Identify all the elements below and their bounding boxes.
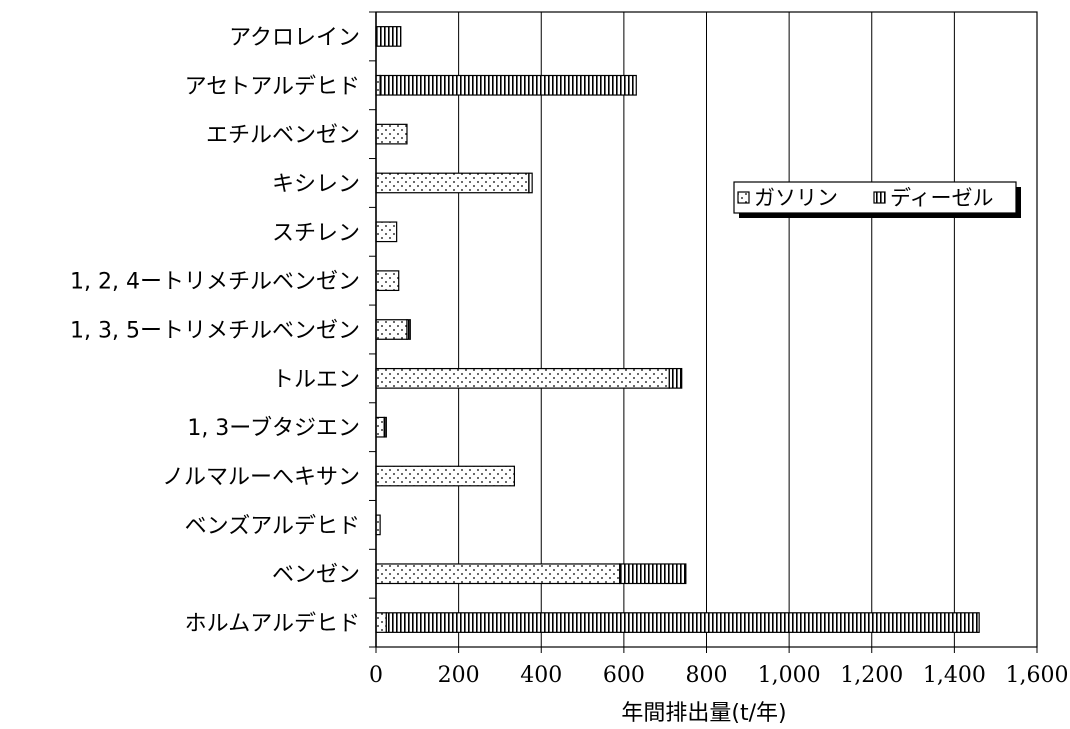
x-tick-label: 600 — [603, 663, 645, 688]
bar-segment — [375, 221, 398, 243]
bar-segment — [385, 612, 980, 633]
x-tick-label: 1,000 — [758, 663, 821, 688]
bar-segment — [375, 563, 621, 585]
x-tick-label: 1,400 — [923, 663, 986, 688]
legend-label: ディーゼル — [890, 186, 994, 210]
bar-segment — [379, 74, 637, 96]
category-label: 1, 2, 4ートリメチルベンゼン — [70, 270, 360, 295]
bar-segment — [375, 465, 515, 487]
category-label: トルエン — [272, 367, 360, 392]
legend: ガソリン ディーゼル — [733, 181, 1021, 218]
bar-segment — [668, 367, 683, 389]
category-label: キシレン — [272, 172, 360, 197]
category-label: ノルマルーへキサン — [162, 465, 360, 490]
x-tick-label: 400 — [520, 663, 562, 688]
bar-segment — [375, 26, 402, 47]
bars — [375, 26, 980, 633]
legend-swatch — [873, 191, 886, 204]
bar-segment — [383, 416, 387, 438]
x-tick-label: 200 — [438, 663, 480, 688]
category-label: 1, 3ーブタジエン — [187, 416, 360, 441]
bar-segment — [619, 563, 687, 585]
category-label: アセトアルデヒド — [185, 74, 360, 99]
bar-segment — [375, 270, 400, 292]
category-label: ベンズアルデヒド — [185, 514, 360, 539]
bar-segment — [375, 123, 408, 145]
axes — [369, 11, 1038, 653]
bar-segment — [375, 319, 408, 340]
category-label: ホルムアルデヒド — [185, 612, 360, 637]
gridlines — [458, 12, 1038, 647]
legend-swatch — [737, 191, 750, 204]
x-tick-label: 0 — [369, 663, 383, 688]
x-tick-label: 800 — [686, 663, 728, 688]
x-tick-label: 1,200 — [840, 663, 903, 688]
bar-segment — [406, 319, 411, 340]
x-tick-labels: 0 200 400 600 800 1,000 1,200 1,400 1,600 — [369, 663, 1068, 688]
category-label: ベンゼン — [272, 563, 360, 588]
category-label: 1, 3, 5ートリメチルベンゼン — [70, 319, 360, 344]
category-label: エチルベンゼン — [206, 123, 360, 148]
bar-segment — [375, 612, 387, 633]
bar-segment — [375, 416, 385, 438]
category-label: アクロレイン — [229, 25, 360, 50]
category-label: スチレン — [272, 221, 360, 246]
x-axis-title: 年間排出量(t/年) — [621, 701, 786, 726]
bar-segment — [375, 172, 530, 194]
bar-segment — [528, 172, 533, 194]
legend-label: ガソリン — [754, 186, 838, 210]
x-tick-label: 1,600 — [1006, 663, 1069, 688]
bar-segment — [375, 367, 670, 389]
